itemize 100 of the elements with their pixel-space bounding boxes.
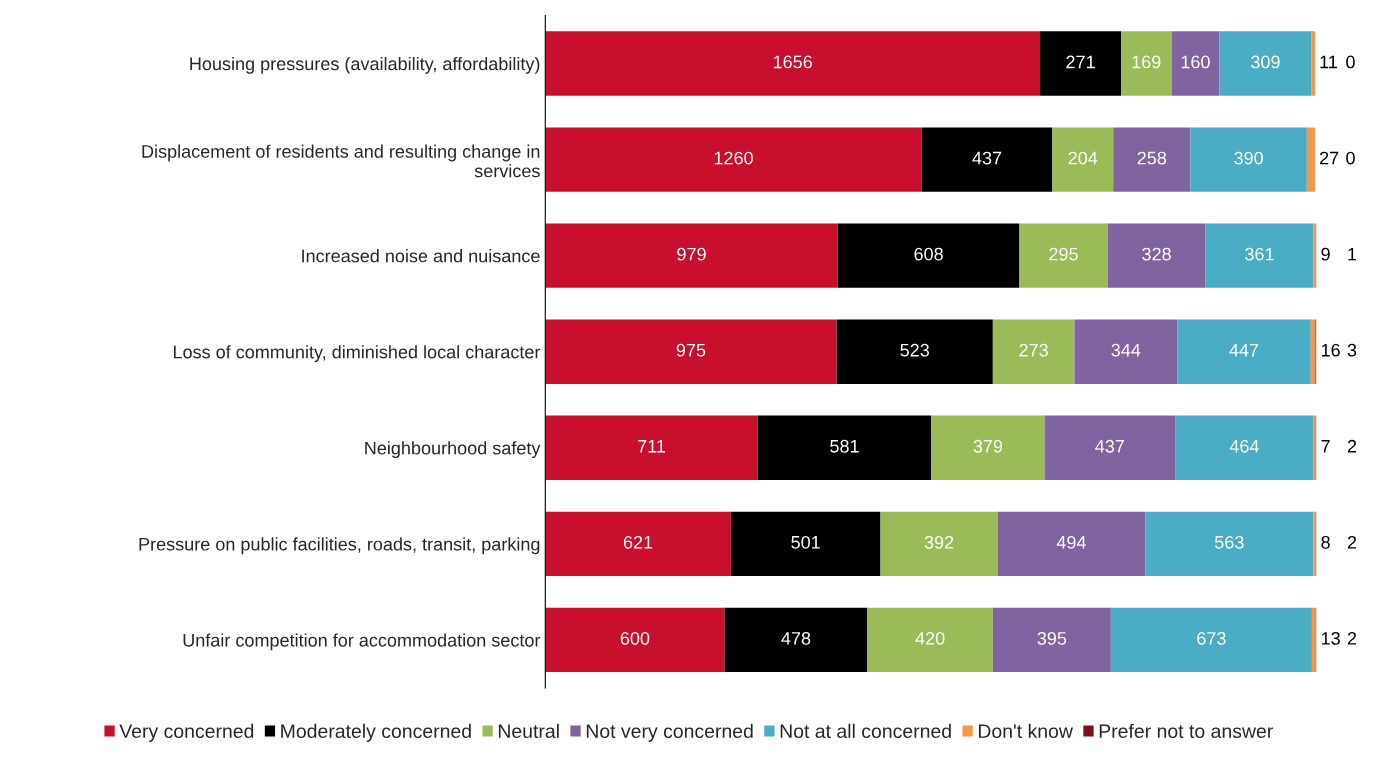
bar bbox=[1310, 319, 1316, 384]
bar bbox=[836, 319, 993, 384]
legend-label: Neutral bbox=[498, 723, 559, 739]
bar bbox=[1306, 127, 1315, 192]
bar bbox=[545, 415, 758, 480]
data-label: 464 bbox=[1229, 439, 1259, 453]
data-label: 979 bbox=[677, 247, 706, 261]
bar bbox=[1110, 607, 1312, 673]
legend-label: Don't know bbox=[978, 723, 1073, 739]
data-label: 1 bbox=[1348, 247, 1357, 261]
legend-label: Prefer not to answer bbox=[1099, 723, 1273, 739]
y-tick-label: Increased noise and nuisance bbox=[302, 249, 540, 263]
bar bbox=[1205, 223, 1314, 288]
legend-label: Moderately concerned bbox=[281, 723, 471, 742]
data-label: 295 bbox=[1049, 247, 1078, 261]
data-label: 2 bbox=[1347, 535, 1357, 549]
data-label: 420 bbox=[915, 631, 945, 645]
bar bbox=[1311, 31, 1315, 96]
data-label: 608 bbox=[914, 247, 943, 261]
data-label: 273 bbox=[1019, 343, 1048, 357]
bar bbox=[545, 127, 922, 192]
legend-label: Very concerned bbox=[119, 723, 254, 742]
bar bbox=[1219, 31, 1312, 96]
data-label: 711 bbox=[638, 440, 666, 453]
bar bbox=[545, 223, 838, 288]
data-label: 16 bbox=[1321, 343, 1340, 357]
data-label: 494 bbox=[1056, 535, 1086, 549]
bar bbox=[1113, 127, 1191, 192]
legend-label: Not at all concerned bbox=[780, 723, 951, 739]
data-label: 600 bbox=[620, 631, 650, 645]
bar bbox=[1044, 415, 1176, 480]
y-tick-label: Neighbourhood safety bbox=[365, 441, 541, 459]
data-label: 437 bbox=[972, 151, 1002, 165]
bar bbox=[1074, 319, 1178, 384]
bar bbox=[1171, 31, 1220, 96]
bar bbox=[997, 511, 1146, 577]
data-label: 3 bbox=[1347, 343, 1357, 357]
data-label: 392 bbox=[924, 535, 954, 549]
data-label: 395 bbox=[1037, 631, 1067, 645]
data-label: 204 bbox=[1068, 151, 1098, 165]
data-label: 379 bbox=[973, 439, 1003, 453]
bar bbox=[931, 415, 1045, 480]
y-tick-label: Displacement of residents and resulting change in services bbox=[142, 144, 540, 178]
data-label: 0 bbox=[1346, 55, 1355, 69]
bar bbox=[1052, 127, 1114, 192]
data-label: 673 bbox=[1197, 631, 1226, 645]
y-tick-label: Pressure on public facilities, roads, transit, parking bbox=[139, 537, 540, 555]
bar bbox=[921, 127, 1053, 192]
bar bbox=[545, 607, 725, 673]
data-label: 501 bbox=[791, 535, 820, 549]
bar bbox=[1121, 31, 1172, 96]
bar bbox=[757, 415, 932, 480]
data-label: 9 bbox=[1321, 247, 1330, 261]
data-label: 390 bbox=[1234, 151, 1263, 165]
data-label: 11 bbox=[1320, 55, 1337, 69]
data-label: 975 bbox=[676, 343, 706, 357]
data-label: 2 bbox=[1347, 439, 1357, 453]
data-label: 271 bbox=[1066, 55, 1095, 69]
data-label: 447 bbox=[1229, 343, 1259, 357]
y-tick-label: Unfair competition for accommodation sector bbox=[183, 633, 541, 651]
bar bbox=[1145, 511, 1314, 577]
bar bbox=[880, 511, 998, 577]
data-label: 478 bbox=[781, 631, 811, 645]
bar bbox=[867, 607, 993, 673]
data-label: 160 bbox=[1181, 55, 1210, 69]
bar bbox=[837, 223, 1020, 288]
data-label: 621 bbox=[623, 535, 653, 549]
data-label: 563 bbox=[1214, 535, 1244, 549]
data-label: 27 bbox=[1319, 151, 1339, 165]
bar bbox=[545, 511, 731, 577]
data-label: 309 bbox=[1251, 55, 1280, 69]
y-tick-label: Loss of community, diminished local character bbox=[173, 345, 541, 362]
bar bbox=[724, 607, 868, 673]
data-label: 0 bbox=[1346, 151, 1355, 165]
bar bbox=[1019, 223, 1108, 288]
bar bbox=[992, 607, 1111, 673]
bar bbox=[545, 31, 1041, 96]
bar bbox=[545, 319, 837, 384]
bar bbox=[992, 319, 1075, 384]
bar bbox=[1175, 415, 1314, 480]
data-label: 8 bbox=[1321, 535, 1330, 549]
bar bbox=[1177, 319, 1311, 384]
data-label: 258 bbox=[1137, 151, 1167, 165]
data-label: 523 bbox=[900, 343, 929, 357]
bar bbox=[1040, 31, 1122, 96]
data-label: 328 bbox=[1142, 247, 1171, 261]
y-tick-label: Housing pressures (availability, affordability) bbox=[190, 56, 540, 74]
data-label: 1260 bbox=[714, 151, 753, 165]
data-label: 169 bbox=[1132, 55, 1161, 69]
data-label: 2 bbox=[1347, 631, 1357, 645]
data-label: 1656 bbox=[773, 55, 812, 69]
data-label: 437 bbox=[1095, 439, 1124, 453]
data-label: 361 bbox=[1245, 247, 1274, 261]
legend-label: Not very concerned bbox=[586, 723, 753, 742]
data-label: 581 bbox=[830, 439, 859, 453]
data-label: 344 bbox=[1111, 343, 1141, 357]
data-label: 13 bbox=[1321, 631, 1340, 645]
bar bbox=[1190, 127, 1307, 192]
bar bbox=[1107, 223, 1206, 288]
data-label: 7 bbox=[1321, 440, 1330, 453]
